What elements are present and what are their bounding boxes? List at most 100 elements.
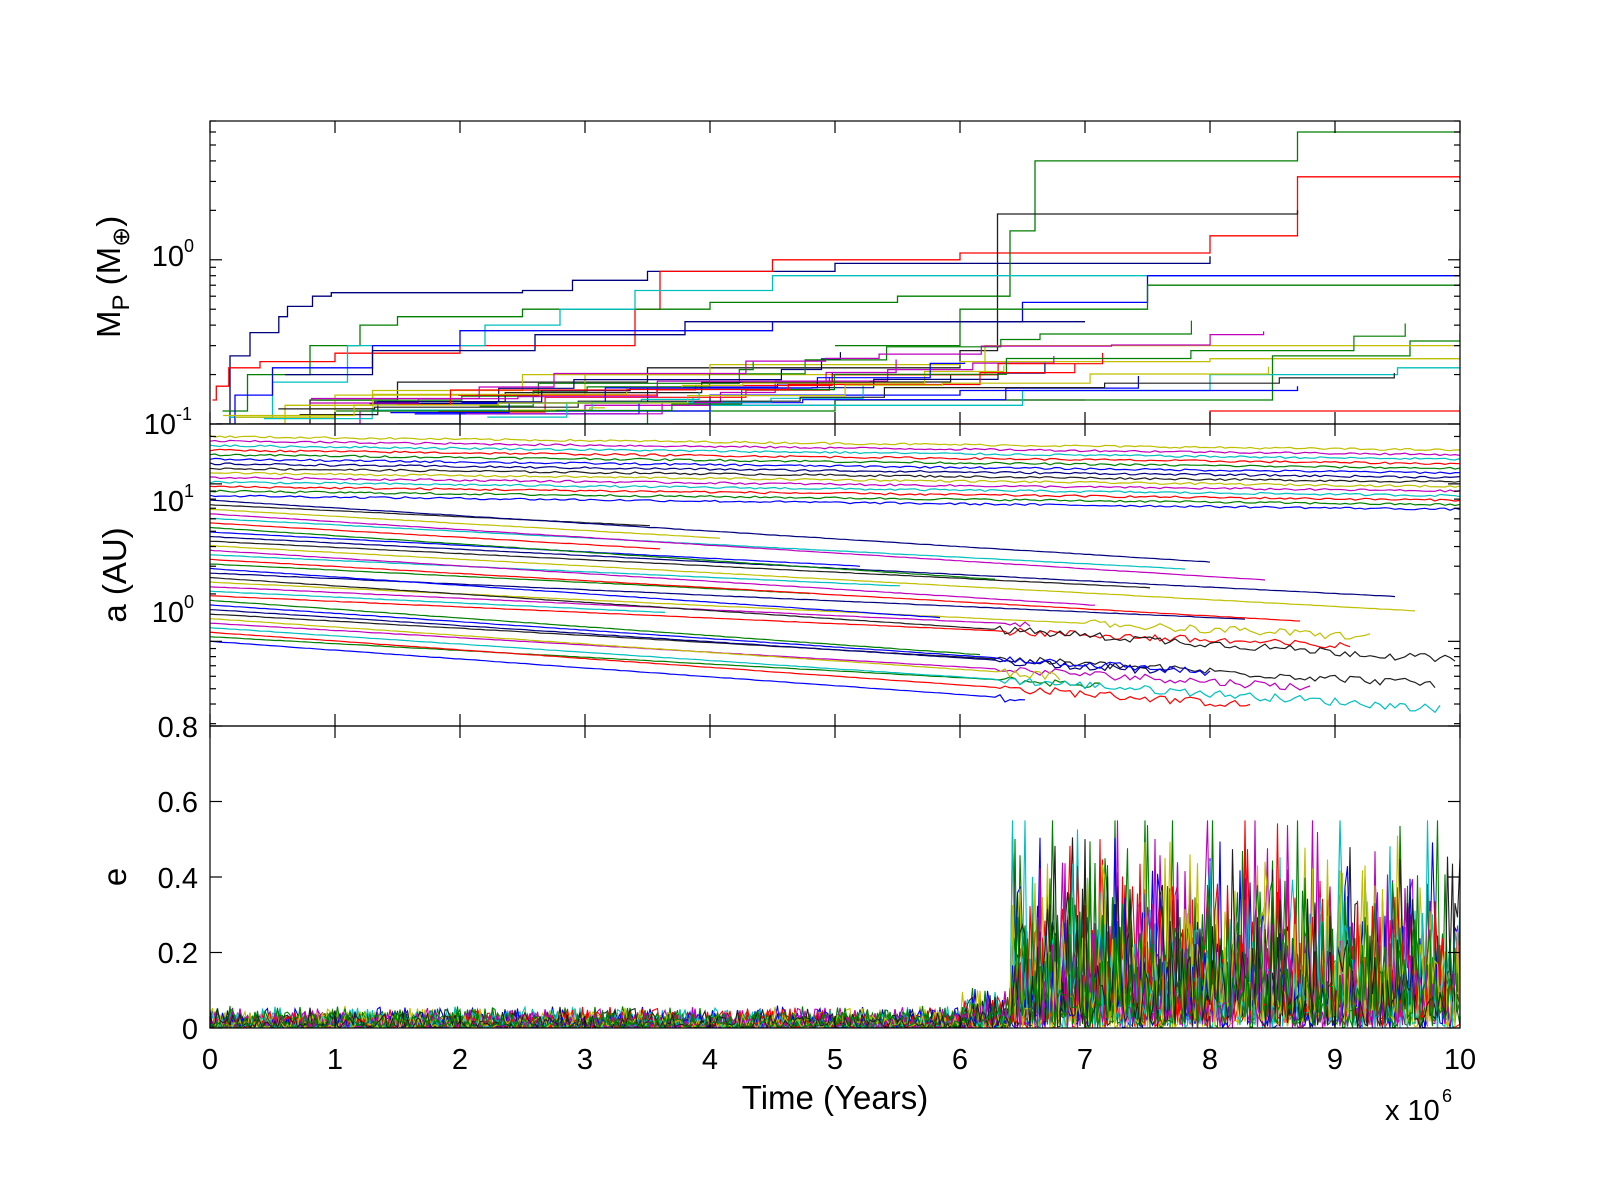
x-tick-label: 8 (1202, 1044, 1218, 1076)
semimajor-series-line (210, 595, 1351, 649)
x-axis-multiplier: x 10 6 (1385, 1086, 1452, 1127)
x-tick-label: 3 (577, 1044, 593, 1076)
x-tick-label: 7 (1077, 1044, 1093, 1076)
x-tick-label: 0 (202, 1044, 218, 1076)
mass-series-line (311, 331, 1265, 400)
semimajor-series-line (210, 480, 1460, 498)
x-tick-label: 4 (702, 1044, 718, 1076)
semimajor-series-line (210, 554, 901, 587)
mass-ytick-label-0.1: 10 -1 (144, 404, 192, 441)
mass-ylabel-sub: P (108, 294, 135, 310)
mass-ylabel-symbol: ⊕ (108, 227, 135, 247)
semimajor-series-line (210, 517, 1186, 570)
semimajor-series-line (210, 508, 721, 539)
semimajor-series-line (210, 471, 1460, 488)
svg-text:MP (M⊕): MP (M⊕) (90, 216, 135, 338)
x-tick-label: 2 (452, 1044, 468, 1076)
x-tick-label: 10 (1444, 1044, 1476, 1076)
e-y-axis-label: e (96, 868, 133, 886)
mass-ytick-exp: 0 (184, 236, 194, 256)
semimajor-series-line (210, 609, 1176, 674)
a-ytick-base: 10 (152, 486, 184, 518)
x-axis-label: Time (Years) (742, 1079, 928, 1116)
e-ytick-label: 0.6 (158, 787, 198, 819)
semimajor-series-line (210, 599, 981, 656)
semimajor-series-line (210, 513, 1266, 581)
mass-series-line (299, 374, 952, 416)
mass-y-axis-label: MP (M⊕) (90, 216, 135, 338)
semimajor-series-line (210, 581, 1371, 640)
semimajor-series-line (210, 522, 661, 550)
semimajor-series-line (210, 499, 1211, 563)
e-ytick-label: 0 (182, 1014, 198, 1046)
mass-series-line (223, 366, 1270, 417)
a-ytick-exp: 0 (184, 592, 194, 612)
semimajor-series-line (210, 504, 651, 527)
mass-series-line (285, 321, 1085, 376)
semimajor-series-line (210, 586, 1031, 628)
semimajor-series-line (210, 444, 1460, 461)
semimajor-series-line (210, 485, 1460, 502)
mass-series-line (278, 373, 1395, 410)
semimajor-series-line (210, 558, 1301, 622)
e-ytick-label: 0.8 (158, 712, 198, 744)
semimajor-series-line (210, 545, 1416, 612)
mass-series-line (235, 344, 1460, 418)
semimajor-series-line (210, 572, 1246, 620)
semimajor-series-line (210, 526, 995, 580)
a-ytick-exp: 1 (184, 481, 194, 501)
x-tick-label: 5 (827, 1044, 843, 1076)
mass-ytick-label-1: 10 0 (152, 236, 194, 273)
semimajor-series-line (210, 640, 1026, 703)
semimajor-series-line (210, 549, 1096, 606)
semimajor-series-line (210, 467, 1460, 483)
semimajor-series-line (210, 631, 1251, 707)
a-ytick-base: 10 (152, 597, 184, 629)
x-tick-label: 6 (952, 1044, 968, 1076)
semimajor-series-line (210, 627, 1441, 714)
semimajor-series-line (210, 540, 1151, 589)
x-tick-label: 9 (1327, 1044, 1343, 1076)
mass-series-line (835, 283, 1460, 347)
a-y-axis-label: a (AU) (96, 527, 133, 622)
mass-ylabel-close: ) (90, 216, 127, 227)
semimajor-series-line (210, 618, 1061, 681)
eccentricity-peak (1335, 820, 1345, 991)
mass-series-line (310, 359, 897, 404)
semimajor-series-line (210, 567, 941, 619)
semimajor-series-line (210, 590, 666, 613)
mass-series-line (397, 363, 1076, 406)
mass-ylabel-main: M (90, 311, 127, 339)
a-ytick-label-1: 10 0 (152, 592, 194, 629)
semimajor-series-line (210, 489, 1460, 507)
a-ytick-label-10: 10 1 (152, 481, 194, 518)
semimajor-series-line (210, 453, 1460, 470)
mass-series-line (336, 323, 1406, 412)
mass-ytick-base: 10 (144, 409, 176, 441)
mass-series-line (212, 176, 1460, 401)
semimajor-series-line (210, 622, 1311, 691)
mass-ylabel-open: (M (90, 247, 127, 295)
x-multiplier-prefix: x 10 (1385, 1095, 1440, 1127)
semimajor-series-line (210, 435, 1460, 452)
mass-ytick-base: 10 (152, 241, 184, 273)
semimajor-series-line (210, 494, 1460, 511)
semimajor-series-line (210, 476, 1460, 493)
x-tick-labels: 0 1 2 3 4 5 6 7 8 9 10 (202, 1044, 1476, 1076)
semimajor-series-line (210, 636, 1101, 689)
mass-series-line (247, 210, 1299, 424)
semimajor-series-line (210, 457, 1460, 475)
semimajor-series-line (210, 448, 1460, 466)
semimajor-series-line (210, 462, 1460, 479)
semimajor-series-line (210, 576, 1456, 663)
semimajor-series-line (210, 563, 811, 595)
semimajor-series-line (210, 439, 1460, 457)
x-tick-label: 1 (327, 1044, 343, 1076)
mass-series-line (228, 268, 1460, 418)
mass-series-line (390, 362, 966, 414)
x-multiplier-exp: 6 (1442, 1086, 1452, 1106)
mass-ytick-exp: -1 (176, 404, 192, 424)
e-ytick-label: 0.4 (158, 863, 198, 895)
axis-ticks (209, 120, 1461, 1029)
